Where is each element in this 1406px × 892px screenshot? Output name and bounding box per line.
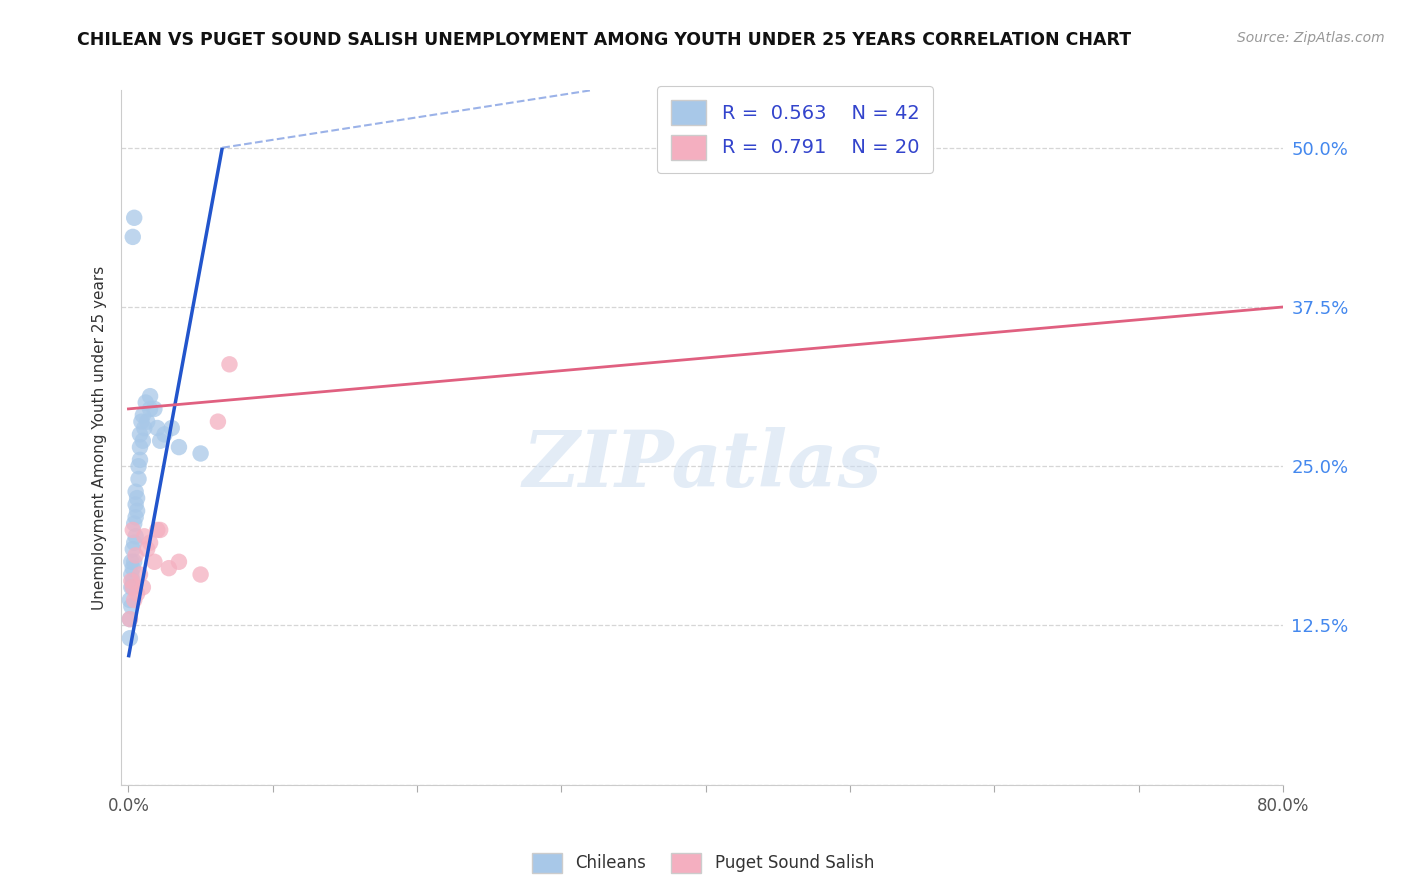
Y-axis label: Unemployment Among Youth under 25 years: Unemployment Among Youth under 25 years <box>93 266 107 610</box>
Point <box>128 459 150 474</box>
Text: CHILEAN VS PUGET SOUND SALISH UNEMPLOYMENT AMONG YOUTH UNDER 25 YEARS CORRELATIO: CHILEAN VS PUGET SOUND SALISH UNEMPLOYME… <box>77 31 1132 49</box>
Point <box>121 580 143 594</box>
Legend: R =  0.563    N = 42, R =  0.791    N = 20: R = 0.563 N = 42, R = 0.791 N = 20 <box>658 87 932 173</box>
Point <box>120 567 142 582</box>
Point <box>121 574 143 588</box>
Point <box>153 427 176 442</box>
Legend: Chileans, Puget Sound Salish: Chileans, Puget Sound Salish <box>526 847 880 880</box>
Point <box>134 421 156 435</box>
Point <box>131 415 153 429</box>
Point <box>129 427 152 442</box>
Point <box>129 453 152 467</box>
Point <box>135 395 157 409</box>
Point <box>120 599 142 614</box>
Point <box>124 549 146 563</box>
Text: ZIPatlas: ZIPatlas <box>523 427 882 504</box>
Point <box>146 421 169 435</box>
Point <box>118 612 141 626</box>
Point <box>132 409 155 423</box>
Point <box>149 523 172 537</box>
Point <box>136 415 159 429</box>
Point <box>124 510 146 524</box>
Point <box>132 434 155 448</box>
Point <box>207 415 229 429</box>
Point <box>139 389 162 403</box>
Point <box>143 401 166 416</box>
Point <box>122 211 145 225</box>
Point <box>190 446 212 460</box>
Point <box>121 230 143 244</box>
Point <box>121 542 143 557</box>
Point <box>134 529 156 543</box>
Text: Source: ZipAtlas.com: Source: ZipAtlas.com <box>1237 31 1385 45</box>
Point <box>120 580 142 594</box>
Point <box>129 440 152 454</box>
Point <box>139 401 162 416</box>
Point <box>121 561 143 575</box>
Point <box>122 555 145 569</box>
Point <box>157 561 180 575</box>
Point <box>127 587 149 601</box>
Point <box>121 523 143 537</box>
Point <box>124 529 146 543</box>
Point <box>124 484 146 499</box>
Point <box>122 535 145 549</box>
Point <box>118 612 141 626</box>
Point <box>167 440 190 454</box>
Point <box>128 472 150 486</box>
Point <box>121 580 143 594</box>
Point <box>139 535 162 549</box>
Point <box>190 567 212 582</box>
Point <box>124 498 146 512</box>
Point <box>129 567 152 582</box>
Point <box>120 574 142 588</box>
Point <box>127 491 149 505</box>
Point <box>122 593 145 607</box>
Point <box>149 434 172 448</box>
Point <box>132 580 155 594</box>
Point <box>167 555 190 569</box>
Point <box>120 555 142 569</box>
Point <box>118 632 141 646</box>
Point <box>143 555 166 569</box>
Point <box>118 593 141 607</box>
Point <box>160 421 183 435</box>
Point <box>146 523 169 537</box>
Point <box>127 504 149 518</box>
Point <box>218 357 240 371</box>
Point <box>122 516 145 531</box>
Point <box>136 542 159 557</box>
